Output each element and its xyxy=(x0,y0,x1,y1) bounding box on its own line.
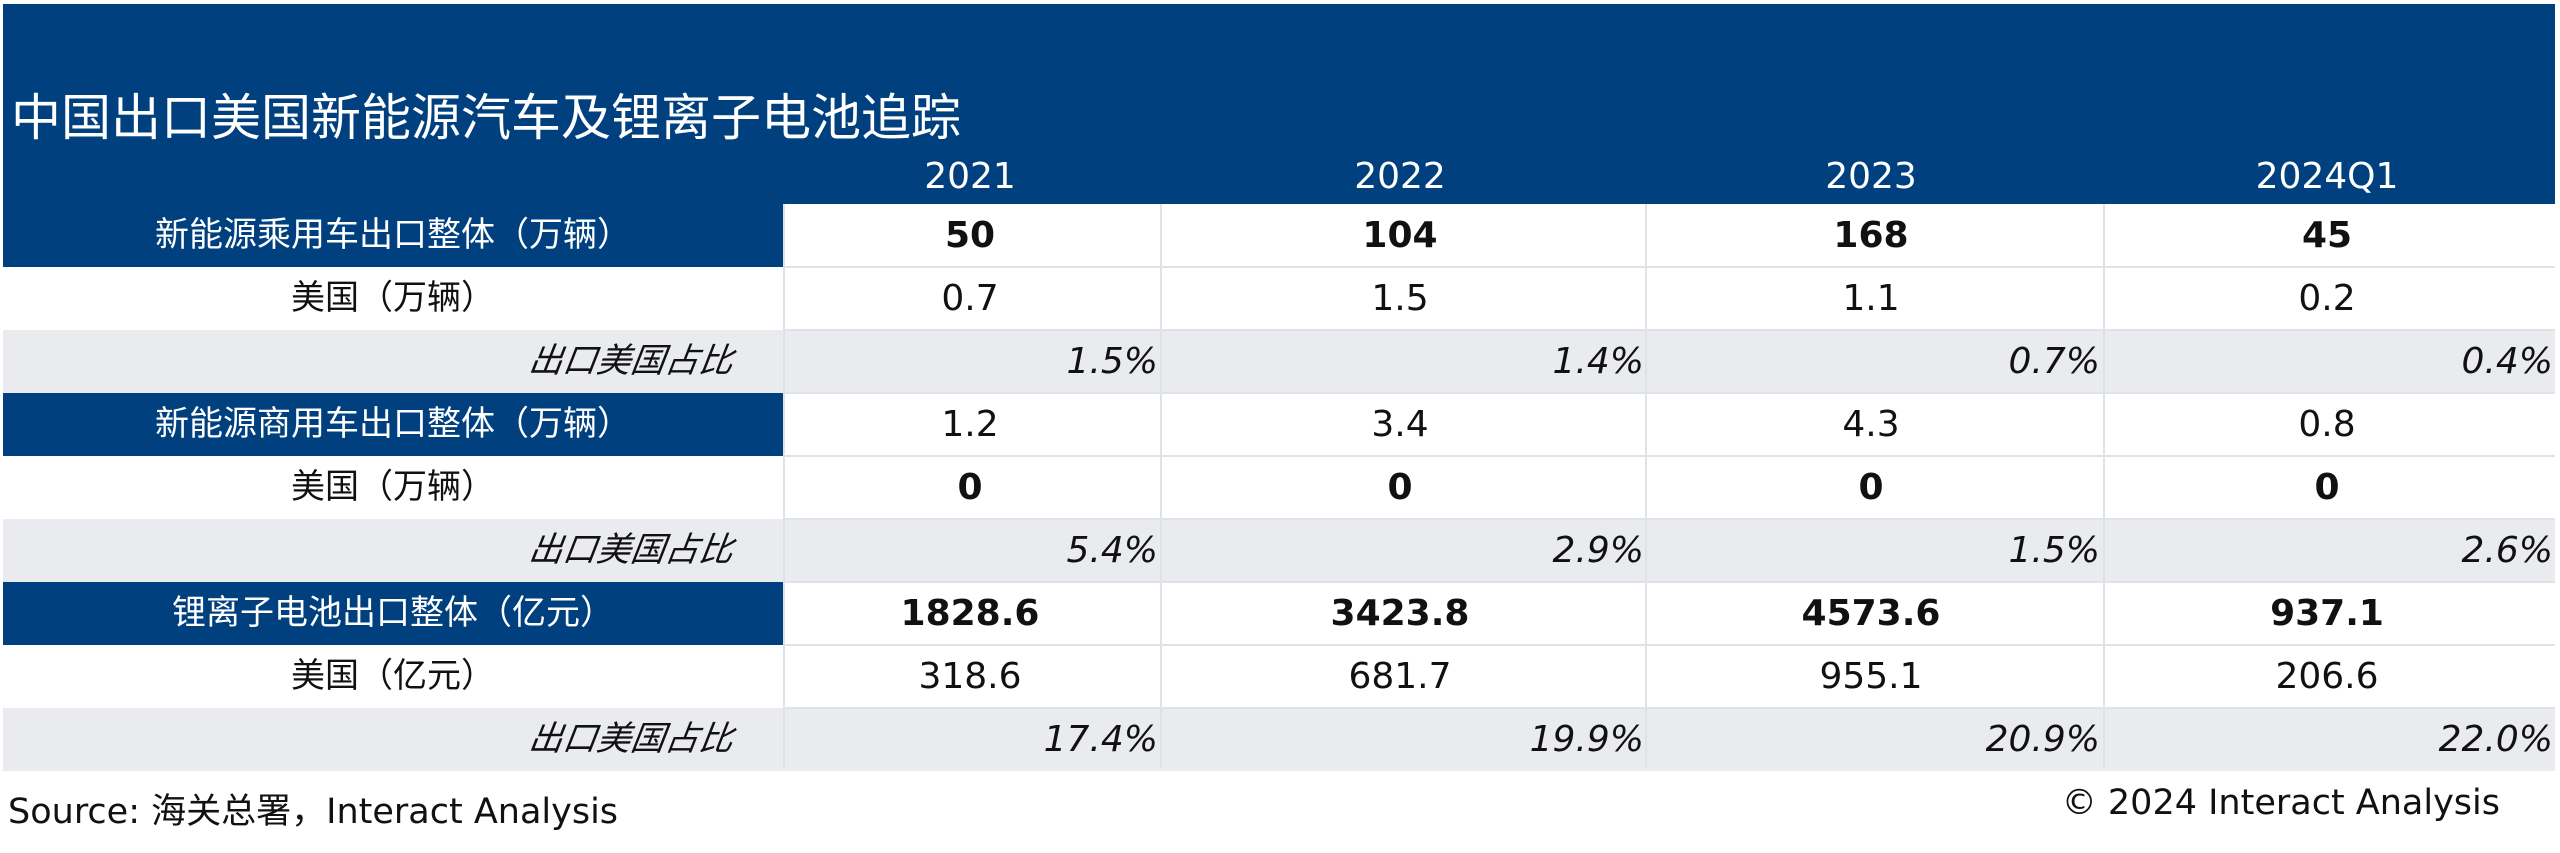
table-cell: 5.4% xyxy=(1066,530,1158,571)
copyright-note: © 2024 Interact Analysis xyxy=(2061,783,2500,823)
column-header: 2023 xyxy=(1825,156,1917,197)
table-cell: 45 xyxy=(2301,215,2353,256)
row-divider xyxy=(783,707,2555,709)
column-header: 2024Q1 xyxy=(2255,156,2399,197)
table-cell: 4.3 xyxy=(1842,404,1900,445)
table-cell: 2.6% xyxy=(2461,530,2553,571)
table-cell: 1.5% xyxy=(2008,530,2100,571)
table-cell: 3.4 xyxy=(1371,404,1429,445)
table-cell: 22.0% xyxy=(2438,719,2553,760)
table-cell: 2.9% xyxy=(1552,530,1644,571)
row-divider xyxy=(783,518,2555,520)
table-cell: 0 xyxy=(2314,467,2340,508)
table-cell: 168 xyxy=(1833,215,1909,256)
table-cell: 1828.6 xyxy=(900,593,1040,634)
table-cell: 17.4% xyxy=(1043,719,1158,760)
column-divider xyxy=(1645,204,1647,768)
table-cell: 1.5% xyxy=(1066,341,1158,382)
row-label: 出口美国占比 xyxy=(526,341,736,381)
row-label: 新能源乘用车出口整体（万辆） xyxy=(3,204,783,267)
table-row: 出口美国占比 5.4% 2.9% 1.5% 2.6% xyxy=(3,519,2555,582)
table-header: 中国出口美国新能源汽车及锂离子电池追踪 xyxy=(3,4,2555,204)
column-header: 2021 xyxy=(924,156,1016,197)
table-cell: 1.5 xyxy=(1371,278,1429,319)
row-label: 新能源商用车出口整体（万辆） xyxy=(3,393,783,456)
column-divider xyxy=(2103,204,2105,768)
table-row: 锂离子电池出口整体（亿元） 1828.6 3423.8 4573.6 937.1 xyxy=(3,582,2555,645)
row-divider xyxy=(783,455,2555,457)
column-divider xyxy=(783,204,785,768)
row-divider xyxy=(783,266,2555,268)
table-cell: 681.7 xyxy=(1348,656,1452,697)
table-cell: 318.6 xyxy=(918,656,1022,697)
table-cell: 0 xyxy=(957,467,983,508)
row-divider xyxy=(783,581,2555,583)
row-label: 锂离子电池出口整体（亿元） xyxy=(3,582,783,645)
table-row: 出口美国占比 1.5% 1.4% 0.7% 0.4% xyxy=(3,330,2555,393)
table-cell: 1.1 xyxy=(1842,278,1900,319)
table-cell: 0 xyxy=(1858,467,1884,508)
table-cell: 1.2 xyxy=(941,404,999,445)
table-row: 新能源乘用车出口整体（万辆） 50 104 168 45 xyxy=(3,204,2555,267)
table-cell: 1.4% xyxy=(1552,341,1644,382)
table-cell: 206.6 xyxy=(2275,656,2379,697)
row-label: 出口美国占比 xyxy=(526,719,736,759)
table-cell: 4573.6 xyxy=(1801,593,1941,634)
row-divider xyxy=(783,392,2555,394)
table-cell: 0.8 xyxy=(2298,404,2356,445)
table-cell: 20.9% xyxy=(1985,719,2100,760)
table-cell: 955.1 xyxy=(1819,656,1923,697)
table-cell: 0.7% xyxy=(2008,341,2100,382)
table-cell: 0 xyxy=(1387,467,1413,508)
table-row: 美国（亿元） 318.6 681.7 955.1 206.6 xyxy=(3,645,2555,708)
table-cell: 19.9% xyxy=(1529,719,1644,760)
row-label: 美国（万辆） xyxy=(291,467,495,507)
table-cell: 50 xyxy=(944,215,996,256)
row-divider xyxy=(783,329,2555,331)
table-cell: 0.2 xyxy=(2298,278,2356,319)
source-note: Source: 海关总署，Interact Analysis xyxy=(8,792,619,832)
row-divider xyxy=(783,644,2555,646)
column-header: 2022 xyxy=(1354,156,1446,197)
table-cell: 0.4% xyxy=(2461,341,2553,382)
table-title: 中国出口美国新能源汽车及锂离子电池追踪 xyxy=(11,89,961,147)
table-row: 新能源商用车出口整体（万辆） 1.2 3.4 4.3 0.8 xyxy=(3,393,2555,456)
table-cell: 3423.8 xyxy=(1330,593,1470,634)
table-cell: 0.7 xyxy=(941,278,999,319)
row-label: 美国（万辆） xyxy=(291,278,495,318)
row-label: 美国（亿元） xyxy=(291,656,495,696)
table-row: 出口美国占比 17.4% 19.9% 20.9% 22.0% xyxy=(3,708,2555,771)
column-divider xyxy=(1160,204,1162,768)
table-cell: 104 xyxy=(1362,215,1438,256)
table-cell: 937.1 xyxy=(2270,593,2384,634)
table-row: 美国（万辆） 0.7 1.5 1.1 0.2 xyxy=(3,267,2555,330)
row-label: 出口美国占比 xyxy=(526,530,736,570)
table-row: 美国（万辆） 0 0 0 0 xyxy=(3,456,2555,519)
